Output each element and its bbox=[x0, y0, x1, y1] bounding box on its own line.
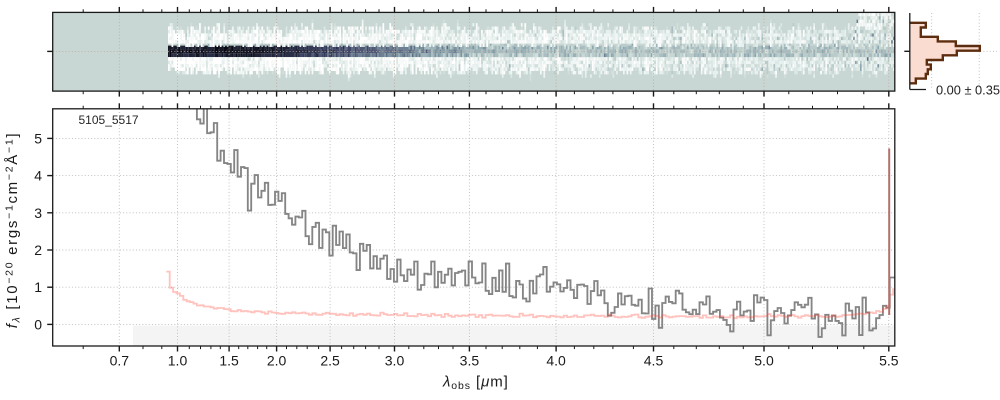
svg-text:5: 5 bbox=[34, 130, 42, 146]
svg-text:0.7: 0.7 bbox=[110, 353, 130, 369]
svg-text:1.0: 1.0 bbox=[168, 353, 188, 369]
svg-text:4.0: 4.0 bbox=[546, 353, 566, 369]
svg-text:2: 2 bbox=[34, 242, 42, 258]
svg-text:4.5: 4.5 bbox=[644, 353, 664, 369]
svg-text:2.5: 2.5 bbox=[320, 353, 340, 369]
svg-text:5105_5517: 5105_5517 bbox=[79, 113, 139, 127]
svg-text:fλ [10−20 ergs−1cm−2Å−1]: fλ [10−20 ergs−1cm−2Å−1] bbox=[4, 132, 23, 328]
svg-text:3.5: 3.5 bbox=[460, 353, 480, 369]
svg-text:3.0: 3.0 bbox=[385, 353, 405, 369]
svg-text:5.0: 5.0 bbox=[754, 353, 774, 369]
svg-text:2.0: 2.0 bbox=[267, 353, 287, 369]
svg-text:0: 0 bbox=[34, 316, 42, 332]
svg-text:3: 3 bbox=[34, 205, 42, 221]
svg-text:λobs [μm]: λobs [μm] bbox=[442, 374, 509, 393]
svg-text:1: 1 bbox=[34, 279, 42, 295]
svg-text:4: 4 bbox=[34, 168, 42, 184]
svg-text:0.00 ± 0.35: 0.00 ± 0.35 bbox=[936, 83, 1000, 98]
svg-text:1.5: 1.5 bbox=[219, 353, 239, 369]
svg-text:5.5: 5.5 bbox=[879, 353, 899, 369]
